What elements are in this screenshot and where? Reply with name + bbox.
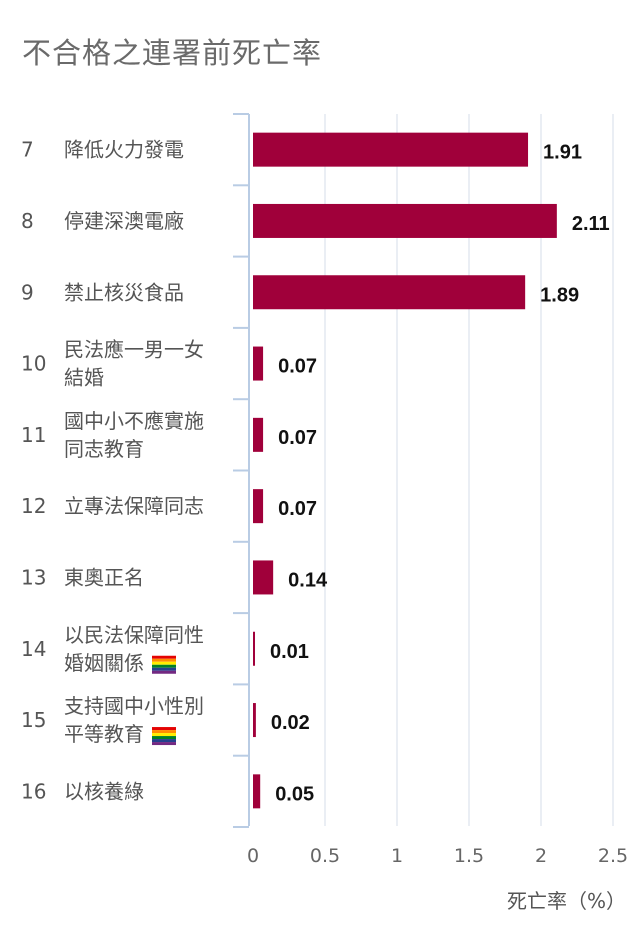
category-number: 14 [21, 637, 46, 661]
category-label: 民法應一男一女 [64, 338, 204, 362]
rainbow-flag-icon [152, 727, 176, 746]
bar [253, 203, 557, 238]
bar [253, 703, 256, 738]
bar [253, 275, 526, 310]
data-label: 2.11 [572, 213, 610, 235]
data-label: 0.14 [288, 569, 328, 591]
category-number: 10 [21, 352, 46, 376]
x-tick-label: 1.5 [454, 845, 484, 867]
category-number: 11 [21, 423, 46, 447]
category-number: 13 [21, 565, 46, 589]
data-label: 0.07 [278, 356, 317, 378]
category-label: 結婚 [64, 366, 104, 390]
category-label: 立專法保障同志 [64, 494, 204, 518]
category-number: 7 [21, 138, 34, 162]
category-number: 9 [21, 280, 34, 304]
data-label: 0.07 [278, 427, 317, 449]
data-label: 0.01 [270, 641, 309, 663]
x-tick-label: 0.5 [310, 845, 340, 867]
category-label: 降低火力發電 [64, 138, 184, 162]
category-label: 以核養綠 [64, 779, 144, 803]
x-axis-label: 死亡率（%） [506, 889, 626, 913]
chart-title: 不合格之連署前死亡率 [22, 36, 323, 70]
bar [253, 132, 529, 167]
category-label: 支持國中小性別 [64, 694, 204, 718]
category-number: 8 [21, 209, 34, 233]
x-tick-label: 0 [247, 845, 259, 867]
category-label: 平等教育 [64, 722, 144, 746]
category-label: 禁止核災食品 [64, 280, 184, 304]
data-label: 1.91 [543, 142, 582, 164]
category-label: 婚姻關係 [64, 651, 144, 675]
x-tick-label: 2.5 [598, 845, 628, 867]
category-number: 16 [21, 779, 46, 803]
data-label: 0.02 [271, 712, 310, 734]
category-label: 同志教育 [64, 437, 144, 461]
category-label: 以民法保障同性 [64, 623, 204, 647]
category-number: 15 [21, 708, 46, 732]
category-label: 國中小不應實施 [64, 409, 204, 433]
bar [253, 346, 264, 381]
x-tick-label: 2 [535, 845, 547, 867]
category-label: 東奧正名 [64, 565, 144, 589]
x-tick-label: 1 [391, 845, 403, 867]
data-label: 1.89 [540, 284, 579, 306]
category-label: 停建深澳電廠 [64, 209, 184, 233]
rainbow-flag-icon [152, 655, 176, 674]
data-label: 0.05 [275, 783, 314, 805]
bar [253, 417, 264, 452]
bar [253, 631, 255, 666]
bar [253, 489, 264, 524]
bar [253, 774, 261, 809]
data-label: 0.07 [278, 498, 317, 520]
bar [253, 560, 274, 595]
category-number: 12 [21, 494, 46, 518]
